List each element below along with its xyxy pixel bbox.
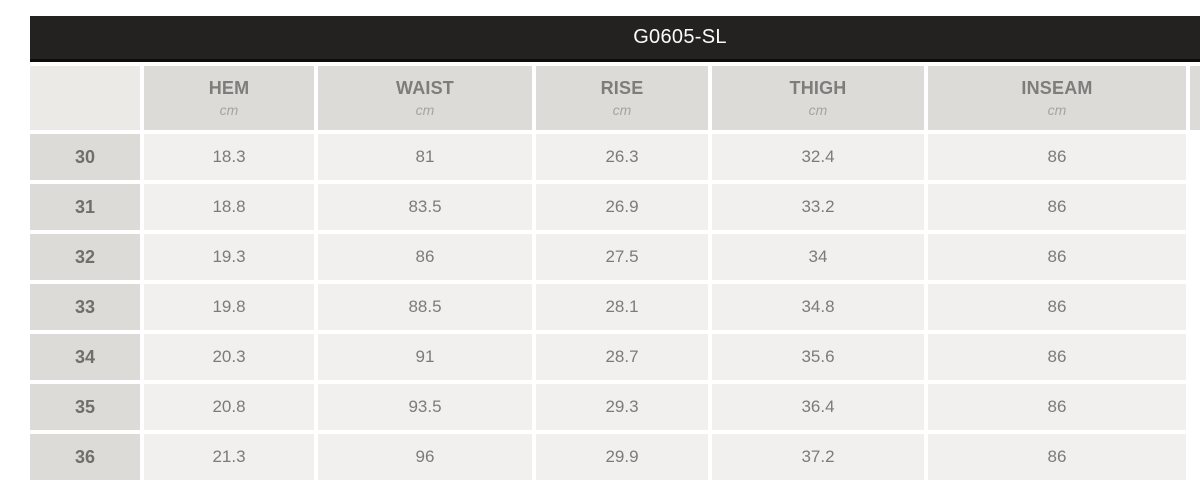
cell-inseam: 86: [928, 384, 1186, 430]
cell-clipped: [1190, 334, 1200, 380]
column-header-inseam: INSEAM cm: [928, 66, 1186, 130]
cell-hem: 19.3: [144, 234, 314, 280]
cell-hem: 18.3: [144, 134, 314, 180]
cell-thigh: 37.2: [712, 434, 924, 480]
cell-waist: 83.5: [318, 184, 532, 230]
row-size-label: 31: [30, 184, 140, 230]
column-label: INSEAM: [1021, 78, 1093, 98]
cell-hem: 19.8: [144, 284, 314, 330]
cell-rise: 26.3: [536, 134, 708, 180]
row-size-label: 33: [30, 284, 140, 330]
cell-clipped: [1190, 234, 1200, 280]
column-unit: cm: [415, 102, 435, 118]
corner-cell: [30, 66, 140, 130]
cell-thigh: 36.4: [712, 384, 924, 430]
cell-rise: 27.5: [536, 234, 708, 280]
cell-hem: 20.8: [144, 384, 314, 430]
cell-rise: 28.7: [536, 334, 708, 380]
cell-hem: 21.3: [144, 434, 314, 480]
column-label: WAIST: [396, 78, 454, 98]
size-table: HEM cm WAIST cm RISE cm THIGH cm INSEAM …: [30, 66, 1200, 480]
cell-clipped: [1190, 284, 1200, 330]
cell-waist: 88.5: [318, 284, 532, 330]
cell-clipped: [1190, 184, 1200, 230]
row-size-label: 34: [30, 334, 140, 380]
row-size-label: 32: [30, 234, 140, 280]
cell-rise: 29.9: [536, 434, 708, 480]
cell-inseam: 86: [928, 184, 1186, 230]
column-header-waist: WAIST cm: [318, 66, 532, 130]
cell-inseam: 86: [928, 334, 1186, 380]
cell-clipped: [1190, 134, 1200, 180]
cell-rise: 26.9: [536, 184, 708, 230]
cell-inseam: 86: [928, 134, 1186, 180]
cell-thigh: 34: [712, 234, 924, 280]
column-header-clipped: [1190, 66, 1200, 130]
cell-thigh: 35.6: [712, 334, 924, 380]
size-chart-title-bar: G0605-SL: [30, 16, 1200, 62]
cell-thigh: 32.4: [712, 134, 924, 180]
size-chart: G0605-SL HEM cm WAIST cm RISE cm THIGH c…: [30, 16, 1200, 480]
cell-inseam: 86: [928, 284, 1186, 330]
column-header-rise: RISE cm: [536, 66, 708, 130]
cell-rise: 29.3: [536, 384, 708, 430]
column-label: THIGH: [789, 78, 847, 98]
column-unit: cm: [219, 102, 239, 118]
cell-waist: 93.5: [318, 384, 532, 430]
column-unit: cm: [612, 102, 632, 118]
row-size-label: 36: [30, 434, 140, 480]
column-label: RISE: [600, 78, 644, 98]
cell-hem: 20.3: [144, 334, 314, 380]
column-unit: cm: [808, 102, 828, 118]
column-label: HEM: [208, 78, 250, 98]
cell-rise: 28.1: [536, 284, 708, 330]
row-size-label: 35: [30, 384, 140, 430]
cell-clipped: [1190, 384, 1200, 430]
cell-inseam: 86: [928, 234, 1186, 280]
cell-waist: 96: [318, 434, 532, 480]
cell-thigh: 34.8: [712, 284, 924, 330]
cell-waist: 81: [318, 134, 532, 180]
cell-waist: 91: [318, 334, 532, 380]
cell-waist: 86: [318, 234, 532, 280]
column-unit: cm: [1047, 102, 1067, 118]
product-code-title: G0605-SL: [633, 26, 727, 48]
cell-thigh: 33.2: [712, 184, 924, 230]
cell-hem: 18.8: [144, 184, 314, 230]
cell-clipped: [1190, 434, 1200, 480]
cell-inseam: 86: [928, 434, 1186, 480]
column-header-thigh: THIGH cm: [712, 66, 924, 130]
column-header-hem: HEM cm: [144, 66, 314, 130]
row-size-label: 30: [30, 134, 140, 180]
